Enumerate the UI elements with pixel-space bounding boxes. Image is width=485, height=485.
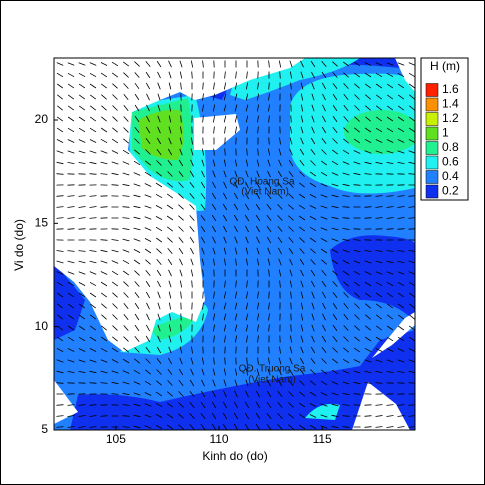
y-tick-label: 15 — [35, 216, 49, 230]
wave-vectors — [56, 60, 415, 430]
plot-border — [53, 57, 416, 431]
y-tick-label: 10 — [35, 319, 49, 333]
map — [54, 58, 415, 430]
colorbar-swatch — [425, 170, 439, 184]
colorbar-label: 0.4 — [442, 169, 459, 183]
colorbar-label: 1.4 — [442, 97, 459, 111]
colorbar-label: 1 — [442, 126, 449, 140]
y-tick-label: 5 — [41, 422, 48, 436]
contour-zone — [54, 262, 85, 340]
contour-zone — [150, 317, 195, 340]
annotation: QĐ. Truong Sa — [239, 364, 306, 375]
y-tick-label: 20 — [35, 112, 49, 126]
x-tick-label: 110 — [209, 432, 228, 446]
annotation: (Viet Nam) — [248, 375, 296, 386]
colorbar-label: 0.2 — [442, 184, 459, 198]
colorbar-label: 0.8 — [442, 140, 459, 154]
x-tick-label: 105 — [106, 432, 126, 446]
colorbar-label: 1.6 — [442, 82, 459, 96]
colorbar-swatch — [425, 112, 439, 126]
colorbar-swatch — [425, 184, 439, 199]
x-tick-label: 115 — [313, 432, 332, 446]
land-corner — [395, 58, 415, 92]
y-axis-label: Vi do (do) — [12, 219, 26, 271]
colorbar-label: 0.6 — [442, 155, 459, 169]
annotation: QĐ. Hoang Sa — [229, 177, 294, 188]
contour-zone — [330, 235, 415, 322]
colorbar-title: H (m) — [430, 59, 460, 73]
colorbar-swatch — [425, 83, 439, 97]
peninsula — [54, 380, 78, 424]
colorbar-swatch — [425, 97, 439, 112]
annotation: (Viet Nam) — [241, 187, 289, 198]
island — [372, 312, 415, 358]
contour-zone — [344, 110, 415, 154]
island — [194, 114, 240, 150]
x-axis-label: Kinh do (do) — [202, 449, 267, 463]
colorbar-swatch — [425, 126, 439, 141]
colorbar-swatch — [425, 141, 439, 155]
contour-zone — [138, 109, 184, 160]
colorbar-swatch — [425, 155, 439, 170]
colorbar-label: 1.2 — [442, 111, 459, 125]
